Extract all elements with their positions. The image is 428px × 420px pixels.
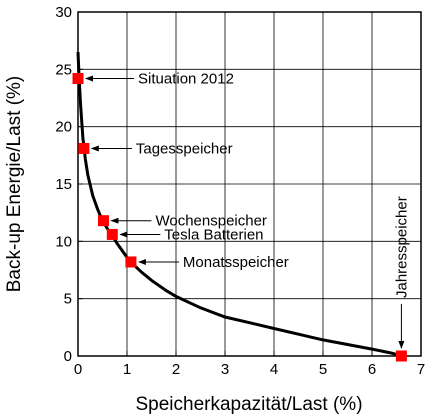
y-ticks: 0 5 10 15 20 25 30	[55, 4, 83, 365]
point-marker	[72, 73, 84, 85]
series-line	[76, 52, 402, 358]
point-markers	[72, 73, 407, 362]
x-tick-label: 2	[172, 361, 180, 378]
x-axis-label: Speicherkapazität/Last (%)	[135, 394, 362, 415]
point-marker	[97, 215, 109, 227]
point-marker	[78, 142, 90, 154]
x-tick-label: 7	[417, 361, 425, 378]
point-marker	[106, 228, 118, 240]
x-tick-label: 3	[221, 361, 229, 378]
x-tick-label: 4	[270, 361, 278, 378]
point-marker	[125, 256, 137, 268]
y-tick-label: 15	[55, 176, 72, 193]
x-tick-label: 0	[74, 361, 82, 378]
annotation-label: Tagesspeicher	[136, 140, 233, 157]
y-tick-label: 10	[55, 233, 72, 250]
point-marker	[395, 350, 407, 362]
annotations: Situation 2012 Tagesspeicher Wochenspeiche…	[85, 71, 410, 349]
x-tick-label: 6	[368, 361, 376, 378]
x-tick-label: 1	[123, 361, 131, 378]
y-tick-label: 5	[64, 291, 72, 308]
y-axis-label: Back-up Energie/Last (%)	[4, 76, 25, 293]
y-tick-label: 0	[64, 348, 72, 365]
x-ticks: 0 1 2 3 4 5 6 7	[74, 351, 425, 378]
y-tick-label: 30	[55, 4, 72, 21]
grid	[78, 12, 421, 356]
annotation-label: Jahresspeicher	[393, 196, 410, 298]
annotation-label: Monatsspeicher	[183, 254, 289, 271]
annotation-label: Tesla Batterien	[164, 226, 263, 243]
y-tick-label: 25	[55, 61, 72, 78]
annotation-label: Wochenspeicher	[155, 213, 266, 230]
annotation-label: Situation 2012	[138, 71, 234, 88]
y-tick-label: 20	[55, 119, 72, 136]
x-tick-label: 5	[319, 361, 327, 378]
